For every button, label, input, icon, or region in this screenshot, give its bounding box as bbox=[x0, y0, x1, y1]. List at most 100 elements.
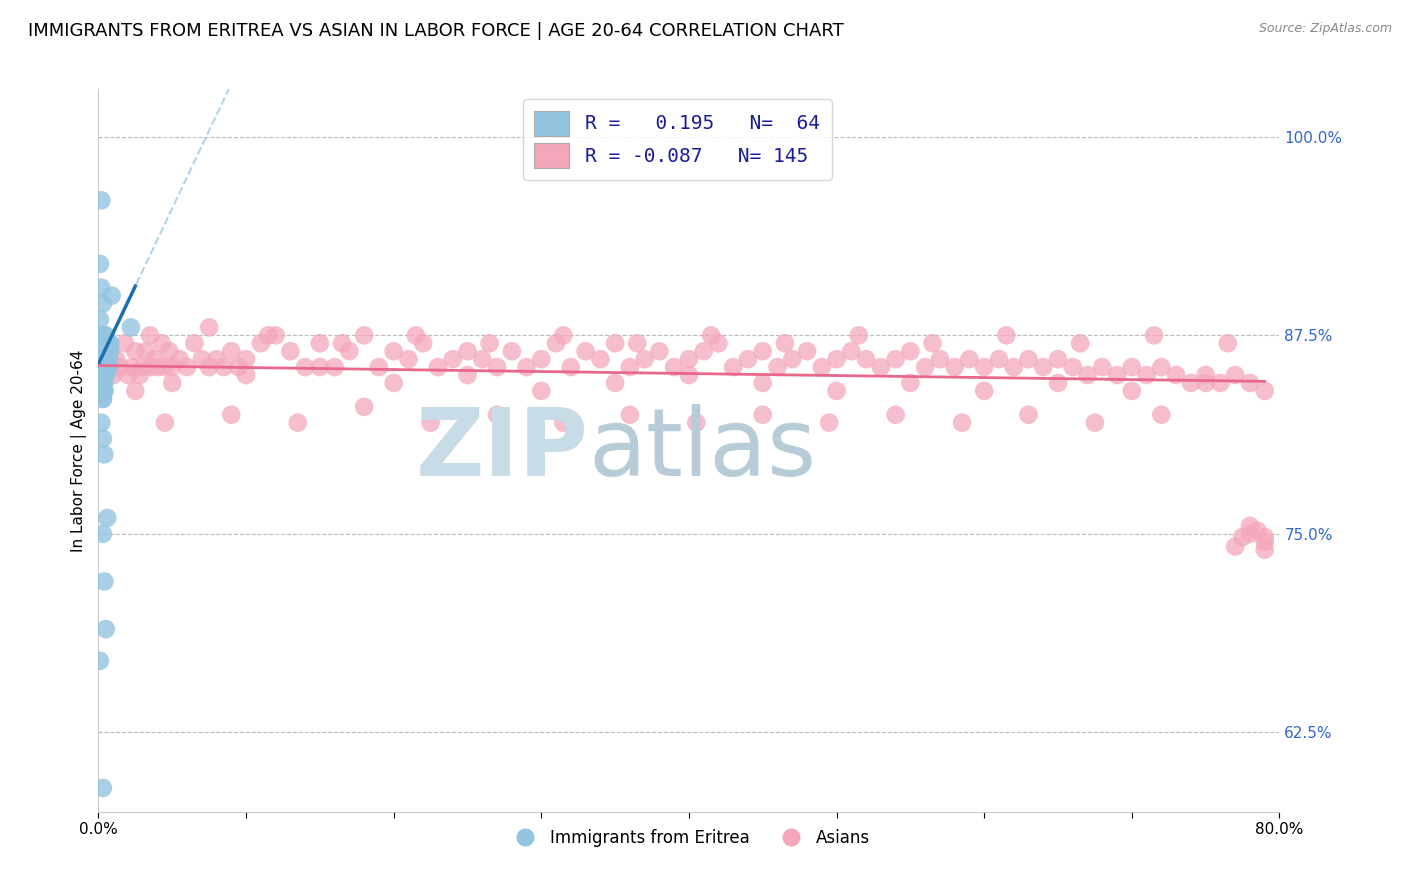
Point bbox=[91, 328, 114, 343]
Point bbox=[91, 360, 114, 375]
Point bbox=[1254, 530, 1277, 544]
Point bbox=[330, 336, 353, 351]
Point bbox=[648, 344, 671, 359]
Point bbox=[162, 376, 183, 390]
Point bbox=[91, 392, 114, 406]
Point bbox=[117, 368, 139, 382]
Point bbox=[110, 360, 132, 375]
Point bbox=[198, 320, 221, 334]
Point bbox=[929, 352, 952, 367]
Point bbox=[235, 368, 257, 382]
Point bbox=[752, 376, 775, 390]
Point bbox=[1121, 384, 1143, 398]
Point bbox=[89, 328, 111, 343]
Point bbox=[124, 384, 146, 398]
Point bbox=[1018, 352, 1040, 367]
Point bbox=[766, 360, 789, 375]
Point bbox=[90, 352, 112, 367]
Text: ZIP: ZIP bbox=[416, 404, 589, 497]
Point bbox=[1216, 336, 1239, 351]
Point bbox=[1254, 384, 1277, 398]
Point bbox=[94, 336, 117, 351]
Point bbox=[1239, 376, 1261, 390]
Point bbox=[1121, 360, 1143, 375]
Point bbox=[221, 344, 243, 359]
Point bbox=[150, 336, 173, 351]
Point bbox=[221, 408, 243, 422]
Point bbox=[90, 281, 112, 295]
Point bbox=[810, 360, 832, 375]
Point bbox=[405, 328, 427, 343]
Point bbox=[132, 360, 155, 375]
Text: IMMIGRANTS FROM ERITREA VS ASIAN IN LABOR FORCE | AGE 20-64 CORRELATION CHART: IMMIGRANTS FROM ERITREA VS ASIAN IN LABO… bbox=[28, 22, 844, 40]
Point bbox=[309, 336, 332, 351]
Point bbox=[553, 328, 575, 343]
Point bbox=[1239, 526, 1261, 541]
Point bbox=[93, 447, 115, 461]
Point bbox=[1225, 368, 1247, 382]
Point bbox=[1062, 360, 1084, 375]
Point bbox=[97, 336, 120, 351]
Point bbox=[884, 408, 907, 422]
Point bbox=[530, 352, 553, 367]
Point bbox=[198, 360, 221, 375]
Point bbox=[91, 368, 114, 382]
Point bbox=[1136, 368, 1159, 382]
Point bbox=[870, 360, 893, 375]
Point bbox=[782, 352, 804, 367]
Point bbox=[143, 352, 166, 367]
Point bbox=[973, 384, 995, 398]
Point bbox=[91, 360, 114, 375]
Point bbox=[105, 352, 128, 367]
Point bbox=[93, 384, 115, 398]
Point bbox=[91, 344, 114, 359]
Point bbox=[1091, 360, 1114, 375]
Legend: Immigrants from Eritrea, Asians: Immigrants from Eritrea, Asians bbox=[501, 822, 877, 854]
Point bbox=[368, 360, 391, 375]
Point bbox=[339, 344, 361, 359]
Point bbox=[91, 344, 114, 359]
Point bbox=[89, 654, 111, 668]
Point bbox=[1143, 328, 1166, 343]
Point bbox=[89, 257, 111, 271]
Text: Source: ZipAtlas.com: Source: ZipAtlas.com bbox=[1258, 22, 1392, 36]
Point bbox=[98, 344, 121, 359]
Point bbox=[91, 392, 114, 406]
Point bbox=[89, 312, 111, 326]
Point bbox=[1239, 519, 1261, 533]
Point bbox=[560, 360, 582, 375]
Point bbox=[553, 416, 575, 430]
Point bbox=[139, 328, 162, 343]
Point bbox=[91, 296, 114, 310]
Point bbox=[855, 352, 877, 367]
Point bbox=[818, 416, 841, 430]
Point bbox=[96, 344, 118, 359]
Point bbox=[1069, 336, 1091, 351]
Point bbox=[678, 368, 700, 382]
Point bbox=[91, 526, 114, 541]
Point bbox=[398, 352, 420, 367]
Point bbox=[96, 511, 118, 525]
Point bbox=[294, 360, 316, 375]
Point bbox=[191, 352, 214, 367]
Point bbox=[605, 336, 627, 351]
Point bbox=[157, 344, 180, 359]
Point bbox=[1246, 524, 1268, 538]
Point bbox=[382, 376, 405, 390]
Point bbox=[900, 376, 922, 390]
Point bbox=[183, 336, 205, 351]
Point bbox=[626, 336, 648, 351]
Point bbox=[486, 360, 509, 375]
Point bbox=[752, 344, 775, 359]
Point bbox=[914, 360, 936, 375]
Point bbox=[93, 376, 115, 390]
Point bbox=[516, 360, 538, 375]
Point bbox=[93, 352, 115, 367]
Point bbox=[796, 344, 818, 359]
Point bbox=[124, 344, 146, 359]
Point bbox=[90, 194, 112, 208]
Text: atlas: atlas bbox=[589, 404, 817, 497]
Point bbox=[257, 328, 280, 343]
Point bbox=[100, 288, 122, 302]
Point bbox=[950, 416, 973, 430]
